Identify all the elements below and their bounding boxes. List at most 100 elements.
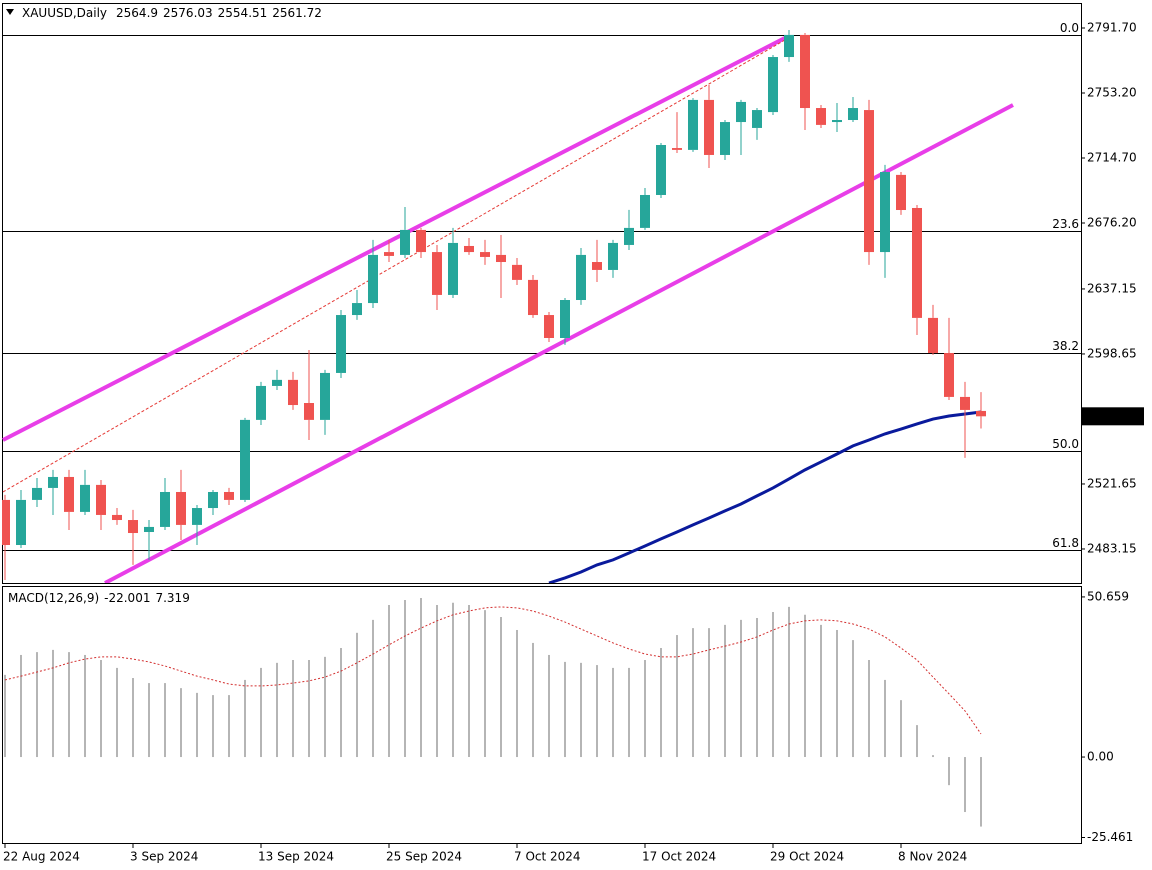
- candle-body: [864, 110, 874, 253]
- price-pane-frame: [2, 3, 1082, 584]
- symbol-menu-arrow[interactable]: [6, 9, 14, 15]
- price-plot: [2, 30, 1081, 583]
- x-tick-label: 3 Sep 2024: [130, 850, 198, 864]
- candle-body: [784, 34, 794, 58]
- candle-body: [304, 403, 314, 420]
- x-tick-label: 7 Oct 2024: [514, 850, 581, 864]
- candle-body: [560, 300, 570, 338]
- x-tick-label: 13 Sep 2024: [258, 850, 334, 864]
- macd-header: MACD(12,26,9) -22.001 7.319: [8, 591, 190, 605]
- candle-body: [496, 254, 506, 263]
- candle-body: [288, 379, 298, 406]
- x-tick-label: 25 Sep 2024: [386, 850, 462, 864]
- candle-body: [736, 101, 746, 123]
- x-tick-label: 22 Aug 2024: [3, 850, 80, 864]
- candle-body: [96, 484, 106, 515]
- current-price-box: [1082, 407, 1144, 426]
- candle-body: [480, 252, 490, 257]
- y-tick-label: 2791.70: [1087, 20, 1137, 34]
- candle-body: [720, 122, 730, 155]
- candle-body: [544, 315, 554, 338]
- candle-body: [832, 120, 842, 123]
- candle-body: [944, 353, 954, 397]
- candle-body: [2, 499, 10, 546]
- candle-body: [512, 264, 522, 280]
- macd-y-tick-label: 0.00: [1087, 750, 1114, 764]
- candle-body: [256, 385, 266, 420]
- macd-y-tick-label: 50.659: [1087, 589, 1129, 603]
- candle-body: [928, 317, 938, 354]
- moving-average: [548, 410, 982, 583]
- candle-body: [128, 520, 138, 534]
- candle-body: [912, 207, 922, 318]
- trendline: [2, 36, 786, 442]
- candle-body: [368, 254, 378, 304]
- macd-y-tick-label: -25.461: [1087, 830, 1133, 844]
- candle-body: [48, 476, 58, 488]
- fib-label: 61.8: [1052, 536, 1079, 550]
- x-tick-label: 29 Oct 2024: [770, 850, 844, 864]
- candle-body: [176, 491, 186, 525]
- y-tick-label: 2598.65: [1087, 346, 1137, 360]
- header-open: 2564.9: [116, 6, 158, 20]
- candle-body: [384, 252, 394, 256]
- candle-body: [848, 108, 858, 121]
- header-high: 2576.03: [163, 6, 213, 20]
- y-tick-label: 2714.70: [1087, 151, 1137, 165]
- candle-body: [688, 99, 698, 150]
- candle-body: [960, 396, 970, 410]
- candle-body: [272, 379, 282, 386]
- candle-body: [672, 148, 682, 150]
- macd-signal: [4, 606, 982, 735]
- candle-body: [752, 110, 762, 128]
- candle-body: [464, 245, 474, 253]
- chart-header: XAUUSD,Daily 2564.9 2576.03 2554.51 2561.72: [22, 6, 322, 20]
- candle-body: [64, 476, 74, 512]
- candle-body: [816, 108, 826, 125]
- candle-body: [240, 419, 250, 500]
- candle-body: [32, 487, 42, 500]
- candle-body: [880, 172, 890, 253]
- fib-label: 23.6: [1052, 217, 1079, 231]
- candle-body: [528, 279, 538, 316]
- fib-label: 50.0: [1052, 437, 1079, 451]
- candle-body: [624, 227, 634, 245]
- candle-body: [432, 252, 442, 295]
- candle-body: [704, 99, 714, 155]
- candle-body: [144, 526, 154, 533]
- trendline: [2, 39, 786, 493]
- candle-body: [160, 491, 170, 527]
- candle-body: [592, 262, 602, 270]
- current-price-label: 2561.72: [1086, 409, 1136, 423]
- macd-value: -22.001: [104, 591, 150, 605]
- y-tick-label: 2753.20: [1087, 85, 1137, 99]
- x-tick-label: 8 Nov 2024: [898, 850, 967, 864]
- candle-body: [336, 315, 346, 373]
- candle-body: [112, 514, 122, 521]
- candle-body: [448, 242, 458, 295]
- candle-body: [608, 242, 618, 270]
- candle-body: [16, 499, 26, 546]
- candle-body: [576, 254, 586, 301]
- y-tick-label: 2676.20: [1087, 216, 1137, 230]
- symbol: XAUUSD,Daily: [22, 6, 107, 20]
- fib-label: 0.0: [1060, 21, 1079, 35]
- axes: 2791.70 2753.20 2714.70 2676.20 2637.15 2598.…: [3, 20, 1144, 864]
- header-low: 2554.51: [218, 6, 268, 20]
- candle-body: [208, 491, 218, 509]
- y-tick-label: 2521.65: [1087, 476, 1137, 490]
- y-tick-label: 2483.15: [1087, 541, 1137, 555]
- y-tick-label: 2637.15: [1087, 281, 1137, 295]
- macd-plot: [4, 598, 982, 827]
- x-tick-label: 17 Oct 2024: [642, 850, 716, 864]
- trendline: [104, 103, 1014, 583]
- fib-label: 38.2: [1052, 339, 1079, 353]
- candle-body: [768, 57, 778, 113]
- candle-body: [656, 145, 666, 195]
- candle-body: [320, 372, 330, 420]
- candle-body: [800, 34, 810, 109]
- candle-body: [352, 303, 362, 316]
- candle-body: [400, 229, 410, 255]
- candle-body: [640, 194, 650, 228]
